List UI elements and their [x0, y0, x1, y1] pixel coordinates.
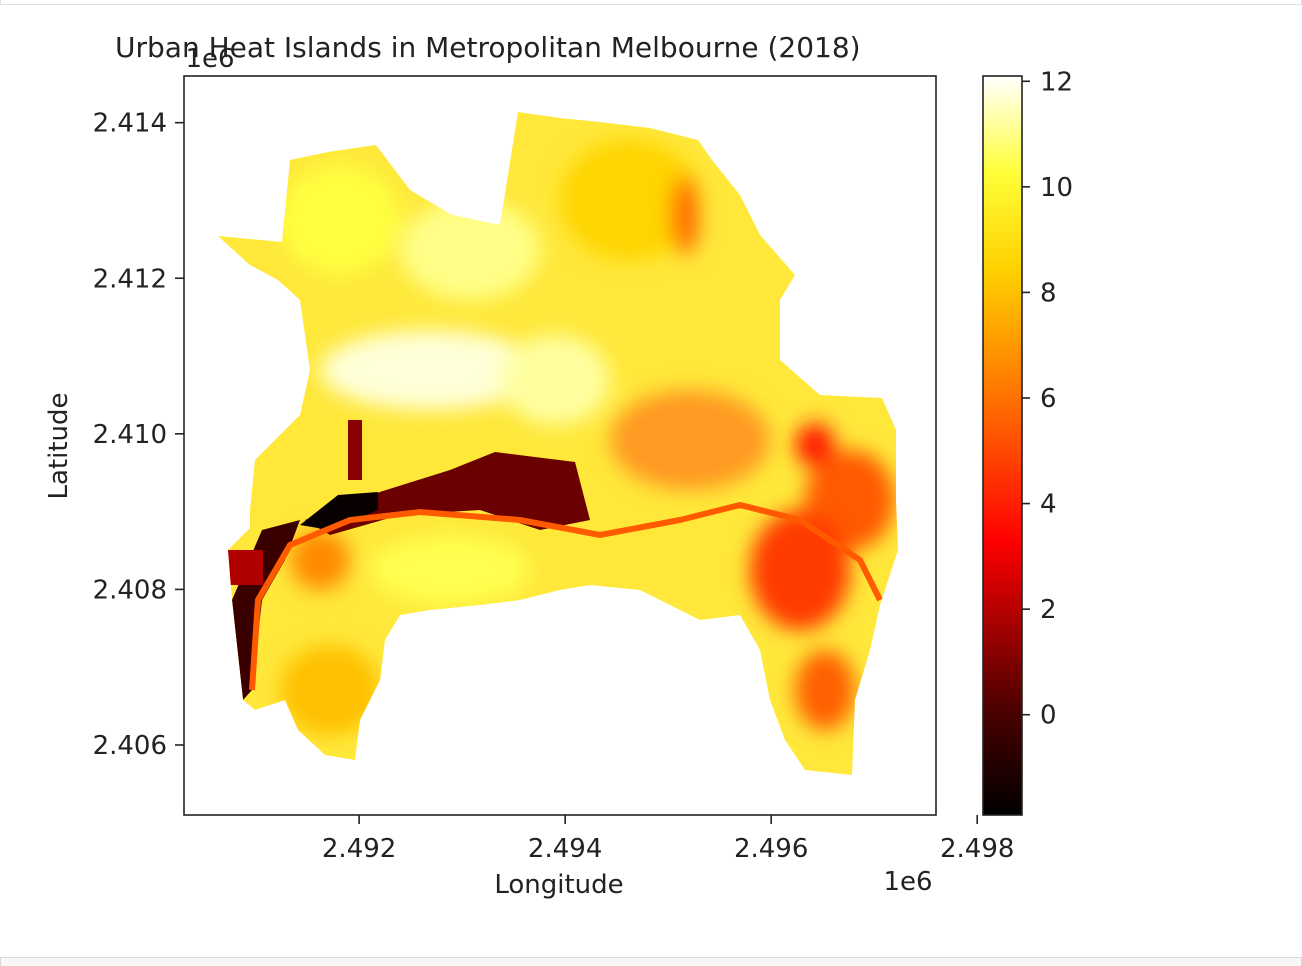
region-northeast-hot [671, 175, 699, 255]
region-st-kilda [795, 650, 855, 730]
region-central [500, 335, 610, 425]
region-east-hot [795, 423, 835, 467]
x-axis-label: Longitude [494, 870, 623, 900]
y-tick-label: 2.408 [93, 575, 167, 605]
y-offset-label: 1e6 [185, 44, 234, 74]
x-axis: 2.492 2.494 2.496 2.498 [322, 815, 1014, 864]
y-tick-label: 2.412 [93, 264, 167, 294]
region-central-parkland [320, 330, 540, 410]
x-tick-label: 2.492 [322, 834, 396, 864]
colorbar-ticks: 0 2 4 6 8 10 12 [1022, 67, 1073, 731]
region-cbd-grid [610, 390, 770, 490]
region-south-central [370, 535, 530, 605]
y-tick-label: 2.410 [93, 420, 167, 450]
chart-title: Urban Heat Islands in Metropolitan Melbo… [115, 31, 861, 64]
region-west-hot-spot [228, 550, 263, 585]
x-tick-label: 2.494 [528, 834, 602, 864]
region-southeast [750, 510, 850, 630]
colorbar-tick-label: 6 [1040, 384, 1057, 414]
colorbar-tick-label: 10 [1040, 173, 1073, 203]
x-offset-label: 1e6 [883, 867, 932, 897]
x-tick-label: 2.498 [940, 834, 1014, 864]
colorbar-tick-label: 2 [1040, 595, 1057, 625]
region-southwest [280, 645, 380, 735]
colorbar-tick-label: 4 [1040, 490, 1057, 520]
region-northwest [280, 165, 400, 275]
region-northeast-grid [560, 140, 700, 260]
colorbar-tick-label: 8 [1040, 278, 1057, 308]
x-tick-label: 2.496 [734, 834, 808, 864]
colorbar-gradient [982, 75, 1023, 816]
y-axis: 2.406 2.408 2.410 2.412 2.414 [93, 109, 184, 761]
colorbar-tick-label: 0 [1040, 701, 1057, 731]
region-docklands-dark [300, 492, 378, 530]
region-yarra-river [249, 501, 883, 691]
region-west-pocket [290, 530, 350, 590]
region-wharf-strip [348, 420, 362, 480]
y-tick-label: 2.414 [93, 109, 167, 139]
y-axis-label: Latitude [44, 392, 74, 499]
y-tick-label: 2.406 [93, 731, 167, 761]
colorbar: 0 2 4 6 8 10 12 [982, 67, 1073, 816]
colorbar-tick-label: 12 [1040, 67, 1073, 97]
region-north-central [400, 200, 540, 300]
